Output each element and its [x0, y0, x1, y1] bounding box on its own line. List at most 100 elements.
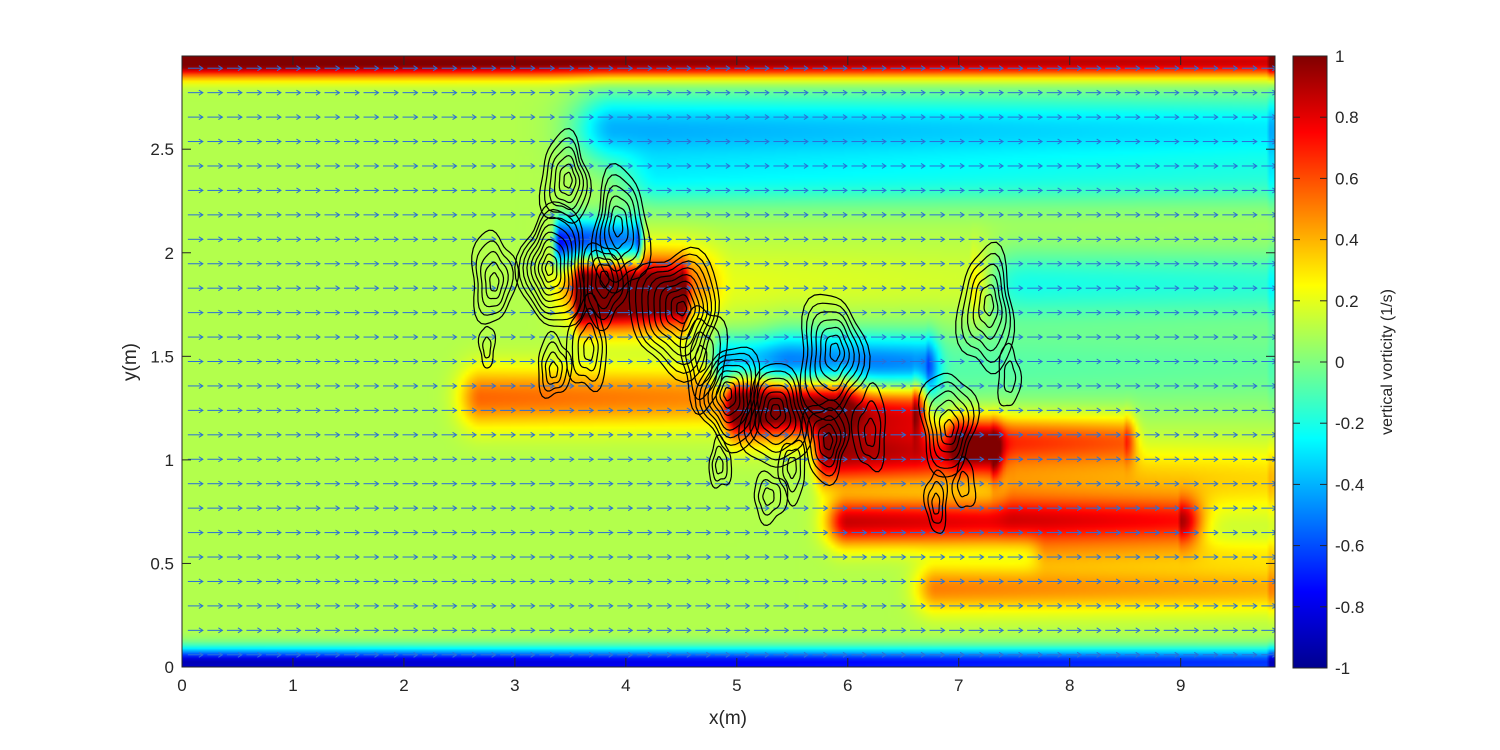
velocity-arrow	[617, 651, 634, 658]
velocity-arrow	[1163, 334, 1180, 340]
contour-line	[571, 307, 604, 382]
velocity-arrow	[324, 456, 341, 463]
velocity-arrow	[1027, 138, 1044, 145]
velocity-arrow	[695, 602, 712, 609]
velocity-arrow	[929, 334, 946, 340]
velocity-arrow	[324, 187, 341, 194]
velocity-arrow	[519, 456, 536, 463]
velocity-arrow	[1027, 334, 1044, 340]
velocity-arrow	[441, 651, 458, 658]
velocity-arrow	[870, 431, 887, 438]
velocity-arrow	[578, 505, 595, 512]
velocity-arrow	[851, 554, 868, 560]
velocity-arrow	[480, 65, 497, 72]
velocity-arrow	[617, 65, 634, 72]
velocity-arrow	[870, 383, 887, 389]
velocity-arrow	[1027, 358, 1044, 365]
velocity-arrow	[1085, 578, 1102, 585]
velocity-arrow	[695, 114, 712, 121]
velocity-arrow	[1027, 211, 1044, 218]
velocity-arrow	[1124, 554, 1141, 560]
velocity-arrow	[851, 578, 868, 585]
velocity-arrow	[265, 334, 282, 340]
velocity-arrow	[1163, 358, 1180, 365]
velocity-arrow	[1105, 187, 1122, 194]
velocity-arrow	[285, 358, 302, 365]
velocity-arrow	[1027, 89, 1044, 96]
velocity-arrow	[773, 211, 790, 218]
velocity-arrow	[1241, 407, 1258, 414]
velocity-arrow	[831, 578, 848, 585]
contour-line	[983, 293, 995, 317]
velocity-arrow	[461, 309, 478, 316]
velocity-arrow	[929, 187, 946, 194]
velocity-arrow	[246, 138, 263, 145]
velocity-arrow	[207, 285, 224, 292]
velocity-arrow	[597, 505, 614, 512]
velocity-arrow	[1183, 114, 1200, 121]
velocity-arrow	[656, 505, 673, 512]
velocity-arrow	[968, 627, 985, 634]
velocity-arrow	[695, 431, 712, 438]
velocity-arrow	[1046, 578, 1063, 585]
velocity-arrow	[792, 211, 809, 218]
velocity-arrow	[656, 236, 673, 243]
velocity-arrow	[383, 578, 399, 585]
velocity-arrow	[1222, 529, 1239, 536]
velocity-arrow	[792, 505, 809, 512]
contour-line	[471, 229, 520, 325]
velocity-arrow	[1261, 505, 1275, 512]
contour-line	[753, 470, 789, 527]
velocity-arrow	[1163, 456, 1180, 463]
velocity-arrow	[617, 480, 634, 487]
velocity-arrow	[831, 651, 848, 658]
velocity-arrow	[753, 456, 770, 463]
velocity-arrow	[1124, 163, 1141, 169]
velocity-arrow	[597, 554, 614, 560]
velocity-arrow	[246, 431, 263, 438]
velocity-arrow	[324, 89, 341, 96]
velocity-arrow	[246, 187, 263, 194]
velocity-arrow	[519, 163, 536, 169]
velocity-arrow	[1144, 211, 1161, 218]
contour-line	[786, 456, 797, 480]
velocity-arrow	[1183, 285, 1200, 292]
x-tick-label: 5	[732, 676, 741, 695]
velocity-arrow	[187, 309, 204, 316]
velocity-arrow	[324, 334, 341, 340]
velocity-arrow	[226, 236, 243, 243]
contour-line	[819, 326, 850, 382]
velocity-arrow	[773, 651, 790, 658]
velocity-arrow	[304, 236, 321, 243]
velocity-arrow	[187, 334, 204, 340]
velocity-arrow	[734, 309, 751, 316]
velocity-arrow	[226, 480, 243, 487]
velocity-arrow	[558, 627, 575, 634]
velocity-arrow	[1007, 505, 1024, 512]
velocity-arrow	[402, 236, 419, 243]
velocity-arrow	[968, 334, 985, 340]
velocity-arrow	[207, 211, 224, 218]
velocity-arrow	[656, 554, 673, 560]
velocity-arrow	[207, 334, 224, 340]
velocity-arrow	[636, 431, 653, 438]
velocity-arrow	[656, 627, 673, 634]
velocity-arrow	[890, 309, 907, 316]
velocity-arrow	[1202, 602, 1219, 609]
velocity-arrow	[343, 138, 360, 145]
velocity-arrow	[207, 407, 224, 414]
velocity-arrow	[363, 480, 380, 487]
velocity-arrow	[714, 627, 731, 634]
velocity-arrow	[890, 554, 907, 560]
velocity-arrow	[363, 309, 380, 316]
velocity-arrow	[1202, 114, 1219, 121]
velocity-quiver	[187, 65, 1275, 658]
velocity-arrow	[617, 309, 634, 316]
velocity-arrow	[187, 529, 204, 536]
velocity-arrow	[1046, 138, 1063, 145]
velocity-arrow	[343, 163, 360, 169]
velocity-arrow	[1144, 456, 1161, 463]
velocity-arrow	[734, 260, 751, 267]
velocity-arrow	[1202, 236, 1219, 243]
velocity-arrow	[617, 529, 634, 536]
